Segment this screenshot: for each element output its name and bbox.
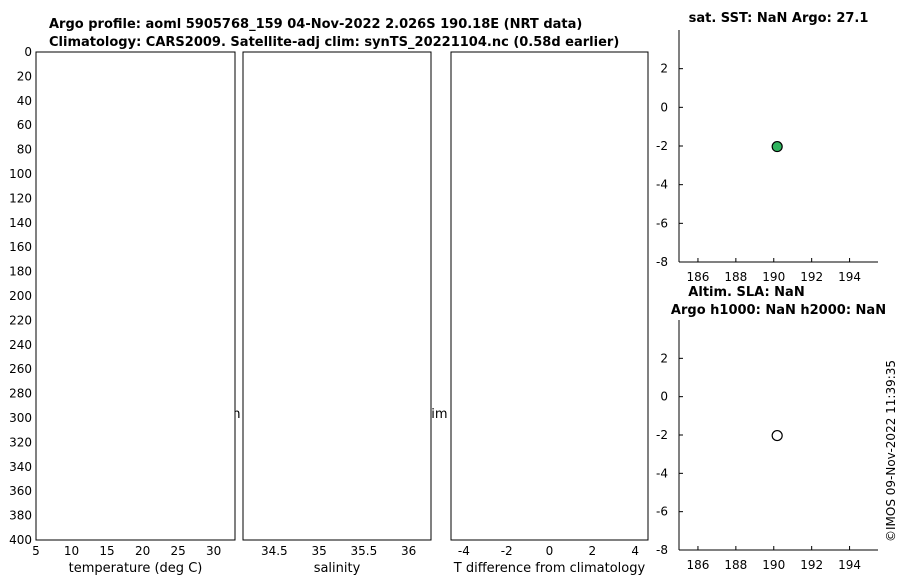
sst-xtick-label: 186 — [686, 270, 709, 284]
altim-ytick-label: -2 — [656, 428, 668, 442]
temperature-xtick-label: 30 — [206, 544, 221, 558]
temperature-axes — [35, 51, 236, 541]
depth-tick-label: 320 — [9, 435, 32, 449]
altim-panel: 2 0 -2 -4 -6 -8 186 188 190 192 194 Altim. SLA: NaN… — [656, 285, 886, 572]
depth-tick-label: 400 — [9, 533, 32, 547]
sst-ytick-label: 0 — [660, 100, 668, 114]
sst-xtick-label: 192 — [800, 270, 823, 284]
depth-tick-label: 220 — [9, 313, 32, 327]
salinity-xtick-label: 36 — [401, 544, 416, 558]
salinity-xtick-label: 34.5 — [261, 544, 288, 558]
temperature-xtick-label: 25 — [171, 544, 186, 558]
sst-xtick-label: 190 — [762, 270, 785, 284]
sst-ytick-label: -8 — [656, 255, 668, 269]
altim-xtick-label: 194 — [838, 558, 861, 572]
salinity-xtick-label: 35.5 — [350, 544, 377, 558]
sst-ytick-label: -4 — [656, 178, 668, 192]
difference-xtick-label: -2 — [501, 544, 513, 558]
difference-xtick-label: 4 — [631, 544, 639, 558]
difference-xtick-label: 2 — [589, 544, 597, 558]
altim-point — [771, 429, 783, 442]
header-line2: Climatology: CARS2009. Satellite-adj cli… — [49, 35, 619, 50]
salinity-xtick-label: 35 — [311, 544, 326, 558]
sst-title: sat. SST: NaN Argo: 27.1 — [689, 11, 869, 26]
depth-tick-label: 380 — [9, 509, 32, 523]
temperature-xtick-label: 15 — [99, 544, 114, 558]
altim-ytick-label: -8 — [656, 543, 668, 557]
sst-xtick-label: 194 — [838, 270, 861, 284]
depth-tick-label: 20 — [17, 69, 32, 83]
sst-ytick-label: -2 — [656, 139, 668, 153]
depth-tick-label: 200 — [9, 289, 32, 303]
salinity-xlabel: salinity — [314, 561, 361, 576]
temperature-xlabel: temperature (deg C) — [69, 561, 203, 576]
sst-point — [771, 140, 783, 153]
depth-tick-label: 0 — [24, 45, 32, 59]
plot-area: 5 10 15 20 25 3002040608010012014016018020022… — [9, 11, 886, 576]
altim-xtick-label: 188 — [724, 558, 747, 572]
temperature-xtick-label: 10 — [64, 544, 79, 558]
depth-tick-label: 340 — [9, 460, 32, 474]
temperature-xtick-label: 20 — [135, 544, 150, 558]
altim-ytick-label: -4 — [656, 466, 668, 480]
temperature-xtick-label: 5 — [32, 544, 40, 558]
difference-xlabel: T difference from climatology — [453, 561, 646, 576]
depth-tick-label: 40 — [17, 94, 32, 108]
depth-tick-label: 160 — [9, 240, 32, 254]
altim-xtick-label: 190 — [762, 558, 785, 572]
altim-title-line2: Argo h1000: NaN h2000: NaN — [671, 303, 886, 318]
depth-tick-label: 120 — [9, 191, 32, 205]
depth-tick-label: 60 — [17, 118, 32, 132]
depth-tick-label: 140 — [9, 216, 32, 230]
depth-tick-label: 100 — [9, 167, 32, 181]
sst-ytick-label: -6 — [656, 216, 668, 230]
depth-tick-label: 300 — [9, 411, 32, 425]
altim-xtick-label: 192 — [800, 558, 823, 572]
altim-ytick-label: 2 — [660, 351, 668, 365]
altim-title-line1: Altim. SLA: NaN — [688, 285, 804, 300]
difference-xtick-label: 0 — [546, 544, 554, 558]
depth-tick-label: 260 — [9, 362, 32, 376]
altim-ytick-label: 0 — [660, 390, 668, 404]
header-line1: Argo profile: aoml 5905768_159 04-Nov-20… — [49, 17, 582, 32]
depth-tick-label: 360 — [9, 484, 32, 498]
altim-xtick-label: 186 — [686, 558, 709, 572]
salinity-axes — [242, 51, 432, 541]
sst-ytick-label: 2 — [660, 62, 668, 76]
difference-xtick-label: -4 — [458, 544, 470, 558]
altim-ytick-label: -6 — [656, 505, 668, 519]
depth-tick-label: 280 — [9, 387, 32, 401]
sst-xtick-label: 188 — [724, 270, 747, 284]
depth-tick-label: 180 — [9, 265, 32, 279]
timestamp: ©IMOS 09-Nov-2022 11:39:35 — [884, 360, 898, 542]
depth-tick-label: 80 — [17, 143, 32, 157]
sst-panel: 2 0 -2 -4 -6 -8 186 188 190 192 194 sat. SST: NaN A… — [656, 11, 878, 284]
depth-tick-label: 240 — [9, 338, 32, 352]
difference-axes — [450, 51, 649, 541]
